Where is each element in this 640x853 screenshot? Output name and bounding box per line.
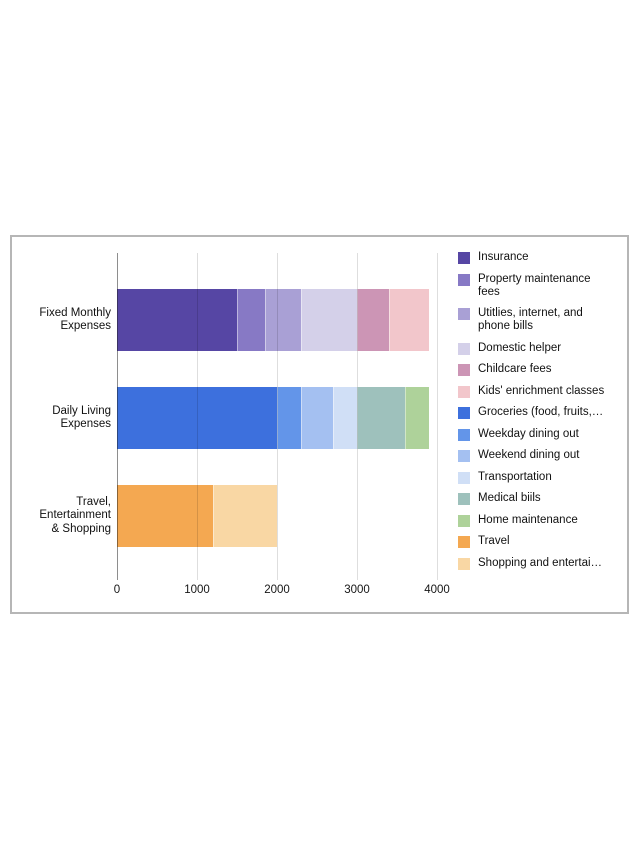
legend-label: Weekday dining out xyxy=(478,427,579,440)
legend-swatch-icon xyxy=(458,557,470,570)
legend-swatch-icon xyxy=(458,342,470,355)
legend-swatch-icon xyxy=(458,407,470,419)
bar-segment-travel[interactable] xyxy=(117,485,213,547)
legend-item-childcare-fees[interactable]: Childcare fees xyxy=(458,363,604,376)
category-label-daily-living-expenses: Daily Living Expenses xyxy=(52,404,111,431)
legend-swatch-icon xyxy=(458,493,470,505)
bar-segment-medical-biils[interactable] xyxy=(357,387,405,449)
bar-segment-property-maintenance-fees[interactable] xyxy=(237,289,265,351)
x-tick-label: 2000 xyxy=(264,584,290,596)
legend-label: Home maintenance xyxy=(478,513,578,526)
bar-segment-weekend-dining-out[interactable] xyxy=(301,387,333,449)
x-tick-label: 3000 xyxy=(344,584,370,596)
chart-panel: 0 1000 2000 3000 4000 Fixed Monthly Expenses Da… xyxy=(10,235,629,614)
bar-segment-utitlies-internet-and-phone-bills[interactable] xyxy=(265,289,301,351)
legend-item-weekday-dining-out[interactable]: Weekday dining out xyxy=(458,428,604,441)
legend-swatch-icon xyxy=(458,364,470,376)
legend-swatch-icon xyxy=(458,536,470,548)
legend-label: Medical biils xyxy=(478,492,541,504)
legend-swatch-icon xyxy=(458,450,470,462)
legend-label: Shopping and entertai… xyxy=(478,556,603,569)
bar-segment-kids-enrichment-classes[interactable] xyxy=(389,289,429,351)
legend-label: Travel xyxy=(478,535,510,547)
bar-segment-domestic-helper[interactable] xyxy=(301,289,357,351)
legend-swatch-icon xyxy=(458,514,470,527)
x-tick-label: 4000 xyxy=(424,584,450,596)
legend-item-utitlies-internet-and-phone-bills[interactable]: Utitlies, internet, and phone bills xyxy=(458,307,604,333)
legend-label: Kids' enrichment classes xyxy=(478,384,605,397)
legend-label: Groceries (food, fruits,… xyxy=(478,406,604,418)
legend-label: Transportation xyxy=(478,470,552,483)
legend-label: Insurance xyxy=(478,251,529,263)
legend-item-travel[interactable]: Travel xyxy=(458,535,604,548)
category-label-travel-entertainment-shopping: Travel, Entertainment & Shopping xyxy=(39,495,111,535)
legend-item-medical-biils[interactable]: Medical biils xyxy=(458,492,604,505)
legend-item-home-maintenance[interactable]: Home maintenance xyxy=(458,514,604,527)
legend-swatch-icon xyxy=(458,252,470,264)
legend-swatch-icon xyxy=(458,273,470,286)
bar-segment-transportation[interactable] xyxy=(333,387,357,449)
legend-item-shopping-and-entertai[interactable]: Shopping and entertai… xyxy=(458,557,604,570)
legend-item-transportation[interactable]: Transportation xyxy=(458,471,604,484)
legend-swatch-icon xyxy=(458,428,470,441)
bar-segment-insurance[interactable] xyxy=(117,289,237,351)
legend-item-weekend-dining-out[interactable]: Weekend dining out xyxy=(458,449,604,462)
legend-item-domestic-helper[interactable]: Domestic helper xyxy=(458,342,604,355)
x-tick-label: 0 xyxy=(113,584,121,596)
bar-segment-shopping-and-entertai[interactable] xyxy=(213,485,277,547)
legend-swatch-icon xyxy=(458,308,470,320)
category-label-fixed-monthly-expenses: Fixed Monthly Expenses xyxy=(39,306,111,333)
legend: Insurance Property maintenance fees Utitlie… xyxy=(458,251,604,570)
legend-label: Weekend dining out xyxy=(478,449,580,461)
legend-swatch-icon xyxy=(458,385,470,398)
legend-label: Childcare fees xyxy=(478,363,552,375)
bar-segment-weekday-dining-out[interactable] xyxy=(277,387,301,449)
legend-label: Property maintenance fees xyxy=(478,272,591,298)
legend-item-kids-enrichment-classes[interactable]: Kids' enrichment classes xyxy=(458,385,604,398)
bar-segment-home-maintenance[interactable] xyxy=(405,387,429,449)
legend-item-insurance[interactable]: Insurance xyxy=(458,251,604,264)
legend-label: Domestic helper xyxy=(478,341,562,354)
legend-swatch-icon xyxy=(458,471,470,484)
legend-item-groceries-food-fruits[interactable]: Groceries (food, fruits,… xyxy=(458,406,604,419)
x-tick-label: 1000 xyxy=(184,584,210,596)
x-gridline xyxy=(437,253,438,580)
bar-segment-childcare-fees[interactable] xyxy=(357,289,389,351)
legend-item-property-maintenance-fees[interactable]: Property maintenance fees xyxy=(458,273,604,299)
legend-label: Utitlies, internet, and phone bills xyxy=(478,307,583,332)
bar-segment-groceries-food-fruits[interactable] xyxy=(117,387,277,449)
